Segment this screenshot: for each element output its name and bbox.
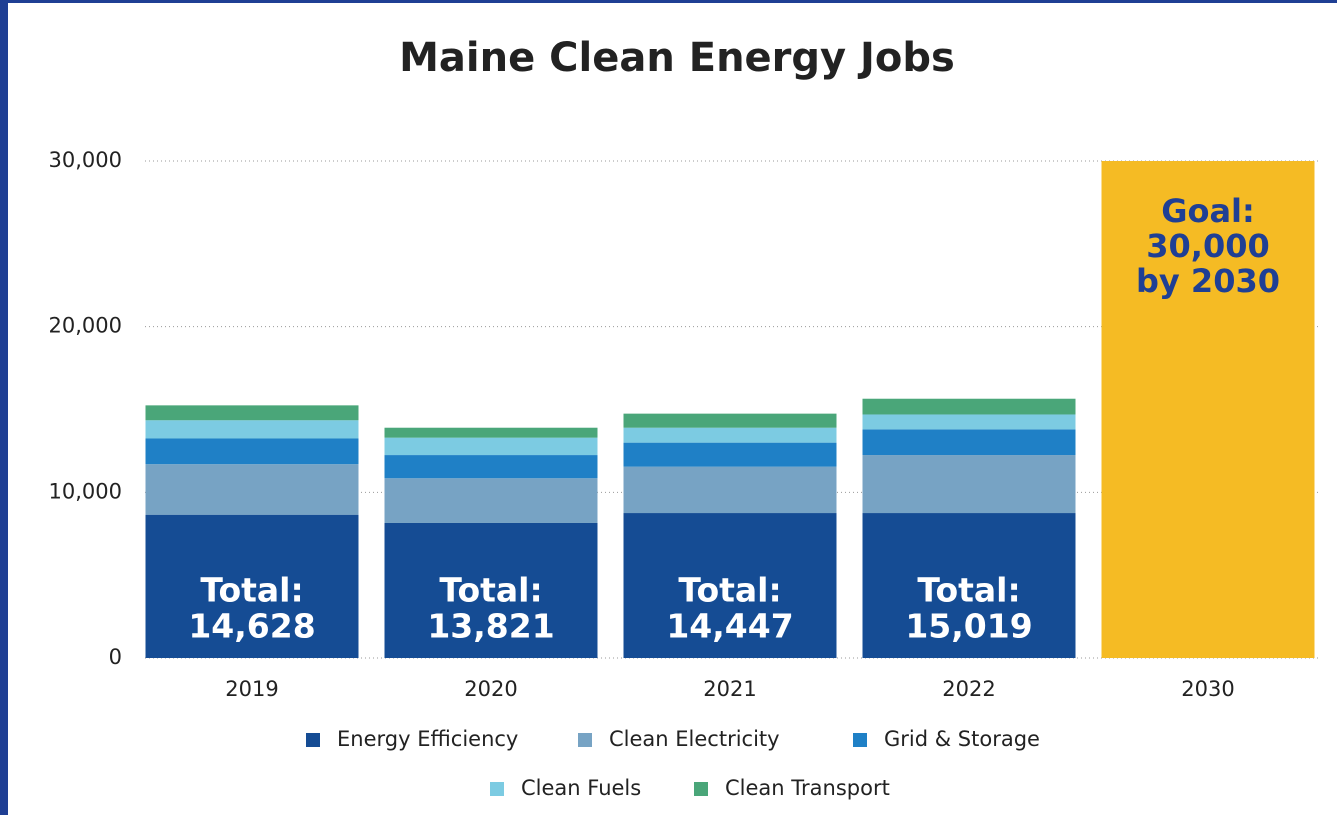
bar-segment [623,513,837,658]
total-label: 14,447 [666,607,793,646]
y-tick-label: 20,000 [49,314,122,338]
x-tick-label: 2020 [464,677,517,701]
total-prefix: Total: [439,571,542,610]
goal-bar [1101,161,1315,658]
chart-title: Maine Clean Energy Jobs [399,35,955,81]
bar-segment [384,437,598,456]
bar-segment [623,442,837,467]
bar-segment [862,513,1076,658]
bar-segment [862,398,1076,415]
legend-label: Clean Electricity [609,727,780,751]
legend-label: Grid & Storage [884,727,1040,751]
bar-segment [384,427,598,438]
bar-segment [623,466,837,514]
y-tick-label: 30,000 [49,148,122,172]
total-prefix: Total: [200,571,303,610]
bar-segment [862,429,1076,456]
bar-segment [623,413,837,428]
bar-segment [145,438,359,465]
legend-swatch [490,782,504,796]
total-label: 15,019 [905,607,1032,646]
bar-segment [623,427,837,443]
goal-label: Goal: [1161,192,1255,230]
bar-segment [384,455,598,479]
x-tick-label: 2021 [703,677,756,701]
y-tick-label: 0 [109,645,122,669]
legend-swatch [306,733,320,747]
total-prefix: Total: [678,571,781,610]
legend-swatch [853,733,867,747]
legend-label: Clean Transport [725,776,890,800]
x-tick-label: 2022 [942,677,995,701]
total-prefix: Total: [917,571,1020,610]
y-tick-label: 10,000 [49,479,122,503]
bar-segment [145,514,359,658]
bar-segment [145,464,359,515]
total-label: 13,821 [427,607,554,646]
x-tick-label: 2030 [1181,677,1234,701]
bar-segment [145,405,359,421]
bar-segment [145,420,359,439]
goal-label: 30,000 [1146,227,1269,265]
bar-segment [384,478,598,523]
bar-segment [862,414,1076,430]
legend-label: Clean Fuels [521,776,641,800]
legend-swatch [578,733,592,747]
legend-swatch [694,782,708,796]
legend-label: Energy Efficiency [337,727,518,751]
goal-label: by 2030 [1136,262,1280,300]
bar-segment [862,455,1076,514]
total-label: 14,628 [188,607,315,646]
bar-segment [384,522,598,658]
x-tick-label: 2019 [225,677,278,701]
